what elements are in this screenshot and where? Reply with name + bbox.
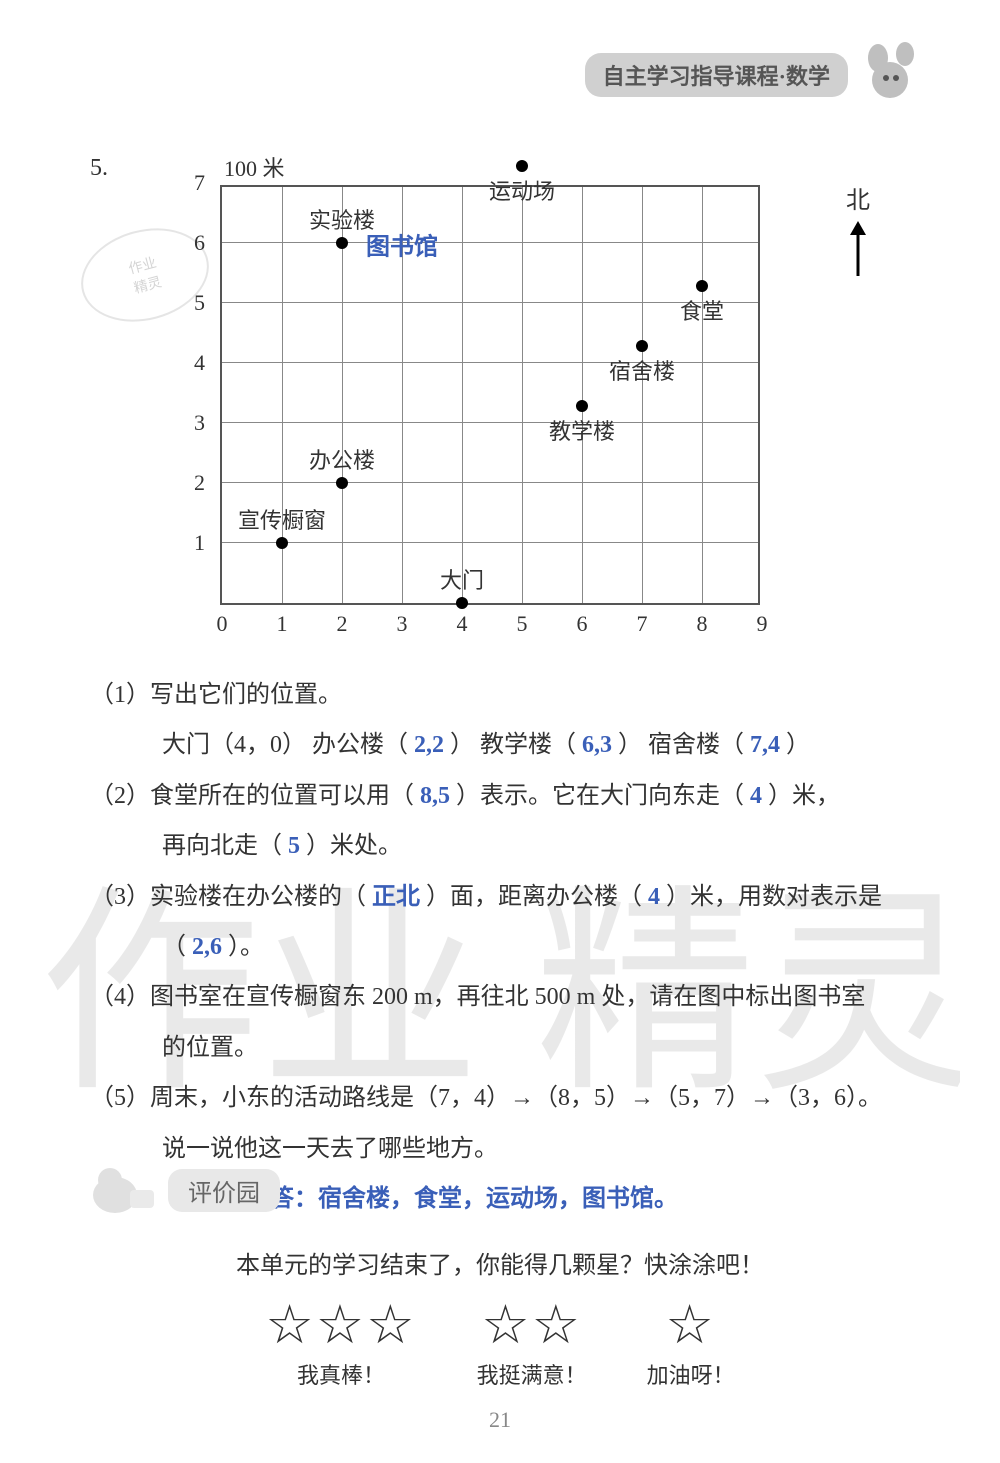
q3-text-c: ）米，用数对表示是: [666, 884, 882, 910]
q2-ans2: 4: [744, 783, 768, 809]
q3-line2: （ 2,6 ）。: [90, 922, 920, 972]
eval-prompt: 本单元的学习结束了，你能得几颗星？快涂涂吧！: [80, 1245, 920, 1280]
grid-line-v: [462, 187, 463, 603]
y-tick-label: 5: [194, 290, 205, 316]
star-row: ☆☆☆ 我真棒！ ☆☆ 我挺满意！ ☆ 加油呀！: [80, 1298, 920, 1390]
stars-3-label: 我真棒！: [265, 1358, 416, 1390]
scale-label: 100 米: [220, 151, 289, 187]
x-tick-label: 9: [757, 611, 768, 637]
q3-ans3: 2,6: [186, 934, 228, 960]
grid-line-h: [222, 542, 758, 543]
grid-line-v: [402, 187, 403, 603]
eval-mascot-icon: [80, 1160, 160, 1220]
q3-text-e: ）。: [228, 934, 264, 960]
q1-text-c: ） 宿舍楼（: [618, 732, 744, 758]
stars-2-label: 我挺满意！: [477, 1358, 587, 1390]
grid-line-h: [222, 362, 758, 363]
q2-ans3: 5: [282, 833, 306, 859]
q1-text-d: ）: [786, 732, 810, 758]
grid-line-v: [702, 187, 703, 603]
grid-line-v: [282, 187, 283, 603]
q2-ans1: 8,5: [414, 783, 456, 809]
q2-text-b: ）表示。它在大门向东走（: [456, 783, 744, 809]
x-tick-label: 0: [217, 611, 228, 637]
question-body: （1）写出它们的位置。 大门（4，0） 办公楼（ 2,2 ） 教学楼（ 6,3 …: [90, 670, 920, 1224]
x-tick-label: 6: [577, 611, 588, 637]
stars-1[interactable]: ☆: [647, 1298, 735, 1352]
stars-2[interactable]: ☆☆: [477, 1298, 587, 1352]
page-header: 自主学习指导课程·数学: [585, 40, 920, 110]
north-indicator: 北: [846, 180, 870, 276]
q1-answers: 大门（4，0） 办公楼（ 2,2 ） 教学楼（ 6,3 ） 宿舍楼（ 7,4 ）: [90, 720, 920, 770]
header-badge: 自主学习指导课程·数学: [585, 53, 848, 97]
y-tick-label: 2: [194, 470, 205, 496]
eval-header: 评价园: [80, 1160, 920, 1220]
q2-line2: 再向北走（ 5 ）米处。: [90, 821, 920, 871]
north-arrow-icon: [846, 221, 870, 276]
point-dot: [516, 160, 528, 172]
x-tick-label: 8: [697, 611, 708, 637]
q1-prompt: （1）写出它们的位置。: [90, 670, 920, 720]
grid-line-h: [222, 422, 758, 423]
q2-line1: （2）食堂所在的位置可以用（ 8,5 ）表示。它在大门向东走（ 4 ）米，: [90, 771, 920, 821]
mascot-icon: [860, 40, 920, 110]
evaluation-section: 评价园 本单元的学习结束了，你能得几颗星？快涂涂吧！ ☆☆☆ 我真棒！ ☆☆ 我…: [80, 1160, 920, 1390]
q4-line2: 的位置。: [90, 1023, 920, 1073]
question-number: 5.: [90, 155, 108, 182]
stars-3[interactable]: ☆☆☆: [265, 1298, 416, 1352]
q4-line1: （4）图书室在宣传橱窗东 200 m，再往北 500 m 处，请在图中标出图书室: [90, 972, 920, 1022]
x-tick-label: 1: [277, 611, 288, 637]
coordinate-chart: 100 米 01234567891234567大门宣传橱窗办公楼教学楼宿舍楼食堂…: [220, 155, 780, 605]
grid-line-h: [222, 302, 758, 303]
grid-area: 01234567891234567大门宣传橱窗办公楼教学楼宿舍楼食堂实验楼运动场…: [220, 185, 760, 605]
grid-line-v: [342, 187, 343, 603]
q3-text-d: （: [162, 934, 186, 960]
x-tick-label: 4: [457, 611, 468, 637]
x-tick-label: 2: [337, 611, 348, 637]
grid-line-v: [642, 187, 643, 603]
q1-ans2: 6,3: [576, 732, 618, 758]
q3-text-a: （3）实验楼在办公楼的（: [90, 884, 366, 910]
y-tick-label: 4: [194, 350, 205, 376]
y-tick-label: 6: [194, 230, 205, 256]
y-tick-label: 1: [194, 530, 205, 556]
x-tick-label: 7: [637, 611, 648, 637]
q3-text-b: ）面，距离办公楼（: [426, 884, 642, 910]
q1-text-a: 大门（4，0） 办公楼（: [162, 732, 408, 758]
q1-text-b: ） 教学楼（: [450, 732, 576, 758]
north-label: 北: [846, 188, 870, 214]
eval-title: 评价园: [168, 1169, 280, 1212]
stars-1-label: 加油呀！: [647, 1358, 735, 1390]
grid-line-h: [222, 242, 758, 243]
q5-line1: （5）周末，小东的活动路线是（7，4）→（8，5）→（5，7）→（3，6）。: [90, 1073, 920, 1123]
x-tick-label: 3: [397, 611, 408, 637]
star-group-2: ☆☆ 我挺满意！: [477, 1298, 587, 1390]
x-tick-label: 5: [517, 611, 528, 637]
y-tick-label: 3: [194, 410, 205, 436]
q2-text-a: （2）食堂所在的位置可以用（: [90, 783, 414, 809]
q2-text-e: ）米处。: [306, 833, 402, 859]
page-number: 21: [489, 1407, 511, 1433]
grid-line-h: [222, 482, 758, 483]
q3-line1: （3）实验楼在办公楼的（ 正北 ）面，距离办公楼（ 4 ）米，用数对表示是: [90, 872, 920, 922]
q1-ans3: 7,4: [744, 732, 786, 758]
q2-text-c: ）米，: [768, 783, 840, 809]
q3-ans2: 4: [642, 884, 666, 910]
q3-ans1: 正北: [366, 884, 426, 910]
q1-ans1: 2,2: [408, 732, 450, 758]
grid-line-v: [522, 187, 523, 603]
grid-line-v: [582, 187, 583, 603]
star-group-3: ☆☆☆ 我真棒！: [265, 1298, 416, 1390]
star-group-1: ☆ 加油呀！: [647, 1298, 735, 1390]
q2-text-d: 再向北走（: [162, 833, 282, 859]
y-tick-label: 7: [194, 170, 205, 196]
